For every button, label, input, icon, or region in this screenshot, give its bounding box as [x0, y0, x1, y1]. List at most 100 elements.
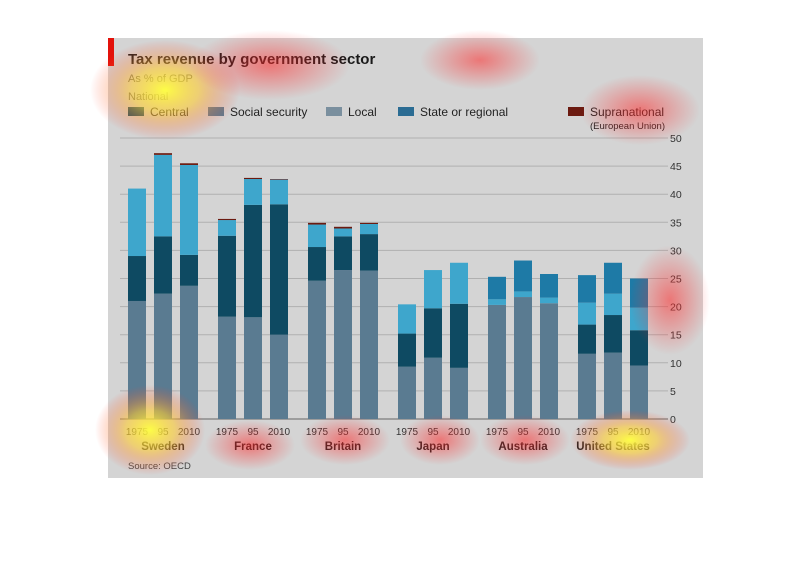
bar-segment-central [270, 204, 288, 335]
x-tick-label: 2010 [448, 427, 471, 438]
legend-swatch [208, 107, 224, 116]
bar-segment-local [128, 188, 146, 257]
legend-label: Central [150, 105, 189, 119]
x-tick-label: 1975 [306, 427, 329, 438]
red-accent-bar [108, 38, 114, 66]
legend-label: Social security [230, 105, 307, 119]
x-tick-label: 95 [337, 427, 349, 438]
y-tick-label: 25 [670, 274, 682, 286]
bar-segment-central [604, 315, 622, 353]
legend-label: State or regional [420, 105, 508, 119]
bar-segment-local [450, 262, 468, 304]
bar-segment-central [424, 308, 442, 358]
x-tick-label: 2010 [178, 427, 201, 438]
bar-segment-social [270, 334, 288, 419]
bar-segment-central [128, 256, 146, 301]
bar-segment-state [540, 274, 558, 298]
legend-swatch [326, 107, 342, 116]
bar-segment-state [514, 260, 532, 292]
bar-segment-supra [360, 222, 378, 224]
legend-label: Supranational [590, 105, 664, 119]
bar-segment-social [360, 270, 378, 419]
country-label: Japan [416, 441, 449, 453]
legend-note: (European Union) [590, 121, 665, 132]
bar-segment-social [308, 280, 326, 419]
stacked-bar-chart: Tax revenue by government sector As % of… [108, 38, 682, 472]
bar-segment-local [270, 179, 288, 205]
bar-segment-state [488, 276, 506, 300]
bar-segment-supra [334, 226, 352, 229]
x-tick-label: 2010 [358, 427, 381, 438]
legend-swatch [128, 107, 144, 116]
chart-title: Tax revenue by government sector [128, 51, 375, 68]
bar-segment-central [154, 236, 172, 294]
bar-segment-state [630, 278, 648, 308]
bar-segment-local [244, 179, 262, 205]
bar-segment-social [630, 365, 648, 419]
bar-segment-local [578, 302, 596, 325]
country-label: France [234, 441, 272, 453]
y-tick-label: 40 [670, 189, 682, 201]
bar-segment-social [540, 303, 558, 419]
x-tick-label: 1975 [486, 427, 509, 438]
bar-segment-local [604, 293, 622, 316]
country-label: United States [576, 441, 650, 453]
bar-segment-central [630, 330, 648, 366]
bar-segment-central [334, 236, 352, 271]
bar-segment-social [128, 300, 146, 419]
bar-segment-supra [308, 222, 326, 225]
legend: Central Social security Local State or regi… [128, 105, 665, 132]
bar-segment-central [450, 303, 468, 368]
y-tick-label: 10 [670, 358, 682, 370]
legend-heading: National [128, 91, 168, 103]
bar-segment-local [630, 307, 648, 331]
bar-segment-local [514, 291, 532, 298]
x-tick-label: 2010 [268, 427, 291, 438]
country-label: Britain [325, 441, 361, 453]
bar-segment-social [334, 270, 352, 419]
bar-segment-social [578, 353, 596, 419]
bar-segment-social [424, 357, 442, 419]
bar-segment-central [398, 333, 416, 367]
x-axis-labels: 1975 95 2010 Sweden 1975 95 2010 France 1975 95 20… [126, 427, 651, 453]
bar-segment-supra [180, 163, 198, 165]
bar-segment-social [398, 366, 416, 419]
y-tick-label: 15 [670, 330, 682, 342]
y-tick-label: 20 [670, 302, 682, 314]
bar-segment-central [308, 247, 326, 281]
bar-segment-social [450, 367, 468, 419]
x-tick-label: 2010 [628, 427, 651, 438]
bar-segment-supra [154, 153, 172, 155]
x-tick-label: 95 [247, 427, 259, 438]
chart-subtitle: As % of GDP [128, 73, 193, 85]
y-tick-label: 30 [670, 245, 682, 257]
chart-panel: Tax revenue by government sector As % of… [108, 38, 703, 478]
bar-segment-state [604, 262, 622, 294]
x-tick-label: 1975 [126, 427, 149, 438]
bar-segment-social [244, 317, 262, 419]
bar-segment-state [578, 275, 596, 303]
bar-segment-local [488, 299, 506, 305]
legend-swatch [568, 107, 584, 116]
bar-segment-supra [244, 177, 262, 180]
bar-segment-local [180, 164, 198, 255]
y-tick-label: 50 [670, 133, 682, 145]
bar-segment-local [540, 297, 558, 304]
y-tick-label: 45 [670, 161, 682, 173]
bar-segment-local [334, 228, 352, 237]
x-tick-label: 1975 [216, 427, 239, 438]
x-tick-label: 95 [607, 427, 619, 438]
bar-segment-central [218, 235, 236, 317]
bar-segment-local [398, 304, 416, 334]
bar-segment-central [578, 324, 596, 354]
bar-segment-supra [218, 218, 236, 221]
y-tick-label: 35 [670, 217, 682, 229]
bar-segment-social [180, 285, 198, 419]
x-tick-label: 95 [517, 427, 529, 438]
bar-segment-local [360, 223, 378, 235]
bar-segment-social [604, 352, 622, 419]
x-tick-label: 1975 [576, 427, 599, 438]
bar-segment-social [154, 293, 172, 419]
y-tick-label: 5 [670, 386, 676, 398]
x-tick-label: 95 [427, 427, 439, 438]
